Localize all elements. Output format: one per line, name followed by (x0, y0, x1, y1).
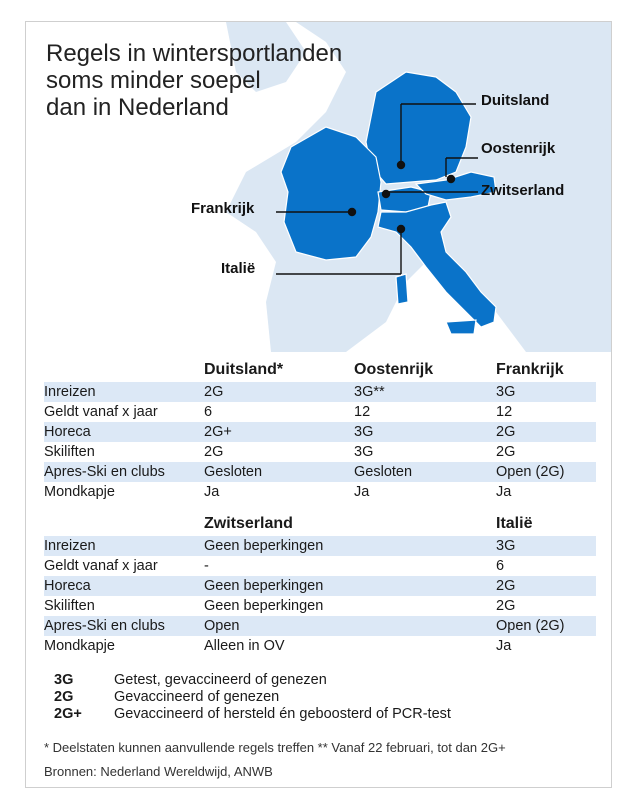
map-label-oostenrijk: Oostenrijk (481, 140, 556, 157)
table-cell: 3G (496, 536, 596, 556)
table-cell: Geen beperkingen (204, 536, 496, 556)
table-header: Duitsland* (204, 361, 284, 378)
infographic: Regels in wintersportlanden soms minder … (25, 21, 612, 788)
sicily-shape (445, 319, 477, 335)
table-cell: Open (204, 616, 496, 636)
legend-text: Gevaccineerd of genezen (114, 689, 280, 705)
table-cell: 12 (354, 404, 371, 420)
table-cell: Skiliften (44, 444, 95, 460)
table-cell: 6 (496, 558, 505, 574)
leader-lines (276, 103, 478, 275)
legend-item: 3G Getest, gevaccineerd of genezen (54, 672, 451, 689)
table-cell: Gesloten (204, 462, 354, 482)
table-cell: Ja (354, 484, 370, 500)
table-header: Italië (496, 515, 533, 532)
table-header-row: Zwitserland Italië (44, 512, 596, 536)
table-cell: Apres-Ski en clubs (44, 616, 204, 636)
table-cell: Horeca (44, 576, 204, 596)
table-cell: 12 (496, 404, 513, 420)
table-cell: 3G (354, 444, 374, 460)
table-cell: 6 (204, 404, 213, 420)
table-cell: Inreizen (44, 382, 204, 402)
table-header-row: Duitsland* Oostenrijk Frankrijk (44, 358, 596, 382)
table-header: Frankrijk (496, 361, 564, 378)
table-cell: Apres-Ski en clubs (44, 462, 204, 482)
table-cell: 3G** (354, 382, 496, 402)
table-row: Apres-Ski en clubs Open Open (2G) (44, 616, 596, 636)
highlighted-countries (280, 71, 497, 335)
rules-table-1: Duitsland* Oostenrijk Frankrijk Inreizen… (44, 358, 596, 502)
rules-table-2: Zwitserland Italië Inreizen Geen beperkin… (44, 512, 596, 656)
table-header: Oostenrijk (354, 361, 434, 378)
table-cell: Horeca (44, 422, 204, 442)
table-cell: Gesloten (354, 462, 496, 482)
table-row: Geldt vanaf x jaar - 6 (44, 556, 596, 576)
table-header: Zwitserland (204, 515, 293, 532)
italy-shape (377, 201, 497, 328)
legend-text: Getest, gevaccineerd of genezen (114, 672, 327, 688)
table-row: Geldt vanaf x jaar 6 12 12 (44, 402, 596, 422)
table-row: Apres-Ski en clubs Gesloten Gesloten Open (… (44, 462, 596, 482)
table-cell: Open (2G) (496, 616, 596, 636)
title-line: soms minder soepel (46, 67, 261, 94)
table-cell: 2G (204, 382, 354, 402)
table-header (44, 512, 204, 536)
table-cell: Ja (496, 638, 512, 654)
table-row: Horeca Geen beperkingen 2G (44, 576, 596, 596)
legend: 3G Getest, gevaccineerd of genezen 2G Ge… (54, 672, 451, 723)
table-cell: Inreizen (44, 536, 204, 556)
table-cell: 2G (496, 576, 596, 596)
legend-key: 3G (54, 672, 74, 688)
table-cell: Ja (204, 484, 220, 500)
table-cell: 2G (496, 444, 516, 460)
footnote: * Deelstaten kunnen aanvullende regels t… (44, 740, 506, 755)
table-row: Inreizen 2G 3G** 3G (44, 382, 596, 402)
table-cell: Geldt vanaf x jaar (44, 404, 158, 420)
map-label-duitsland: Duitsland (481, 92, 550, 109)
table-cell: Open (2G) (496, 462, 596, 482)
table-cell: Mondkapje (44, 484, 115, 500)
legend-key: 2G+ (54, 706, 82, 722)
table-cell: Mondkapje (44, 638, 115, 654)
map-label-frankrijk: Frankrijk (191, 200, 255, 217)
europe-map (26, 22, 611, 352)
table-row: Horeca 2G+ 3G 2G (44, 422, 596, 442)
sources: Bronnen: Nederland Wereldwijd, ANWB (44, 764, 273, 779)
legend-key: 2G (54, 689, 74, 705)
title-line: dan in Nederland (46, 94, 229, 121)
table-row: Mondkapje Alleen in OV Ja (44, 636, 596, 656)
table-row: Skiliften Geen beperkingen 2G (44, 596, 596, 616)
legend-text: Gevaccineerd of hersteld én geboosterd o… (114, 706, 451, 722)
table-cell: Geen beperkingen (204, 576, 496, 596)
table-header (44, 358, 204, 382)
map-label-italie: Italië (221, 260, 256, 277)
legend-item: 2G Gevaccineerd of genezen (54, 689, 451, 706)
table-row: Mondkapje Ja Ja Ja (44, 482, 596, 502)
table-cell: 2G (496, 422, 596, 442)
table-cell: Skiliften (44, 598, 95, 614)
map-label-zwitserland: Zwitserland (481, 182, 565, 199)
title-line: Regels in wintersportlanden (46, 40, 343, 67)
table-row: Inreizen Geen beperkingen 3G (44, 536, 596, 556)
france-shape (280, 126, 382, 261)
page-title: Regels in wintersportlanden soms minder … (46, 40, 366, 121)
table-cell: 2G (496, 598, 516, 614)
table-cell: 3G (496, 382, 596, 402)
table-cell: 3G (354, 422, 496, 442)
table-cell: Alleen in OV (204, 638, 285, 654)
table-cell: Geen beperkingen (204, 598, 324, 614)
table-cell: 2G+ (204, 422, 354, 442)
table-cell: Ja (496, 484, 512, 500)
table-row: Skiliften 2G 3G 2G (44, 442, 596, 462)
table-cell: Geldt vanaf x jaar (44, 558, 158, 574)
table-cell: - (204, 558, 209, 574)
table-cell: 2G (204, 444, 224, 460)
sardinia-shape (395, 273, 409, 305)
legend-item: 2G+ Gevaccineerd of hersteld én gebooste… (54, 706, 451, 723)
